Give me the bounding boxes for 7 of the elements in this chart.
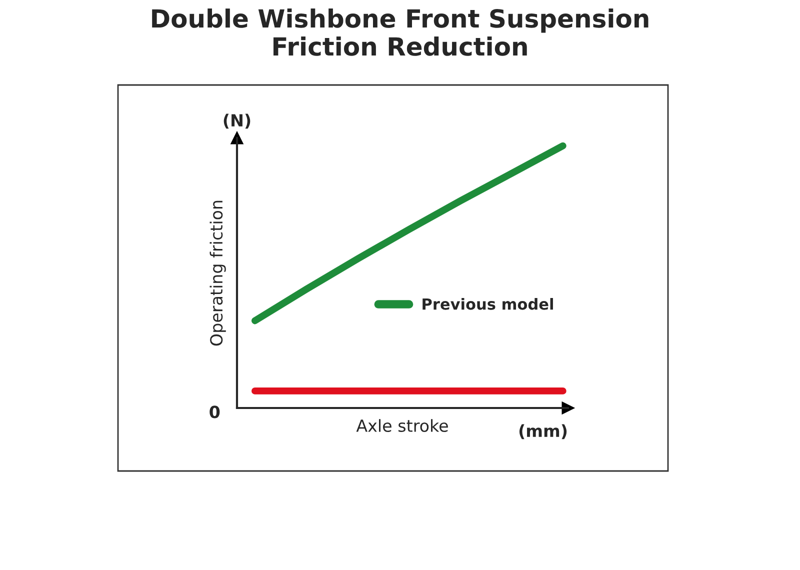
legend-label: Previous model	[422, 298, 553, 310]
y-axis-title: Operating friction	[210, 200, 226, 346]
text: (N)	[224, 114, 250, 129]
text: 0	[210, 406, 220, 418]
text: (mm)	[519, 424, 567, 440]
chart-title: Double Wishbone Front Suspension Friction Reduction	[152, 8, 648, 56]
x-axis-title: Axle stroke	[356, 419, 448, 432]
